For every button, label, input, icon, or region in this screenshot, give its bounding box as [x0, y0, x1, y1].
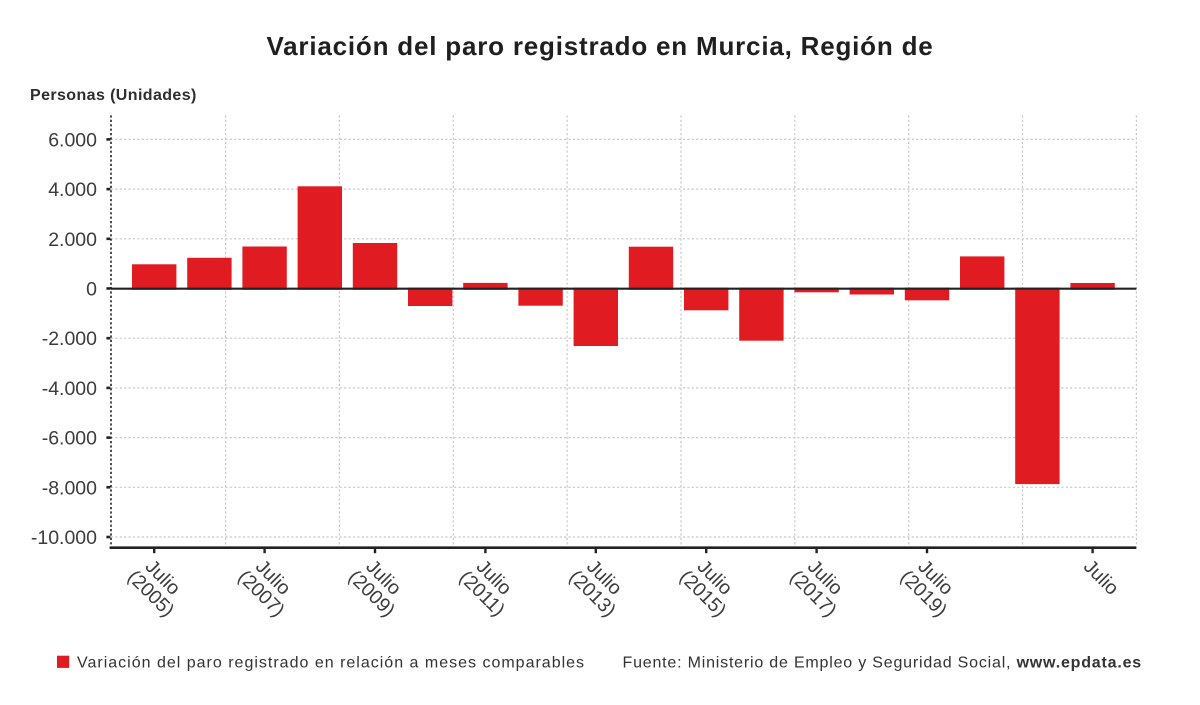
svg-text:4.000: 4.000 — [48, 179, 97, 201]
svg-text:-2.000: -2.000 — [42, 328, 97, 350]
svg-text:6.000: 6.000 — [48, 129, 97, 151]
svg-text:2.000: 2.000 — [48, 229, 97, 251]
svg-text:Variación del paro registrado: Variación del paro registrado en relació… — [77, 654, 585, 671]
svg-text:Fuente: Ministerio de Empleo y: Fuente: Ministerio de Empleo y Seguridad… — [623, 654, 1142, 671]
svg-text:Personas (Unidades): Personas (Unidades) — [30, 87, 197, 104]
svg-text:-4.000: -4.000 — [42, 378, 97, 400]
svg-text:0: 0 — [86, 279, 97, 301]
svg-text:-10.000: -10.000 — [31, 527, 97, 549]
svg-text:-6.000: -6.000 — [42, 428, 97, 450]
svg-text:Variación del paro registrado: Variación del paro registrado en Murcia,… — [266, 31, 933, 61]
svg-text:-8.000: -8.000 — [42, 477, 97, 499]
